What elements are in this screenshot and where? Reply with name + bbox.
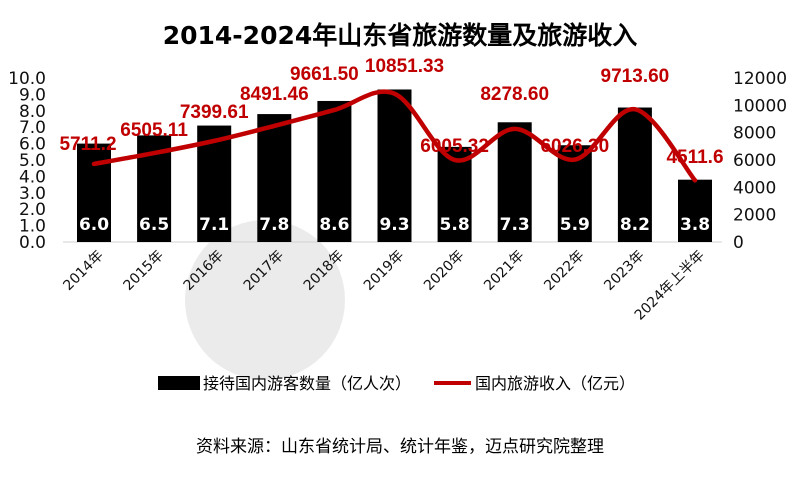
x-axis-tick: 2015年: [121, 248, 167, 294]
line-data-label: 6026.30: [540, 136, 609, 157]
source-note: 资料来源：山东省统计局、统计年鉴，迈点研究院整理: [196, 437, 604, 457]
bar: [678, 179, 712, 242]
right-axis-tick: 2000: [733, 206, 776, 226]
line-data-label: 7399.61: [180, 102, 249, 123]
line-data-label: 6005.32: [420, 136, 489, 157]
bar: [437, 146, 472, 242]
line-data-label: 5711.2: [59, 134, 116, 155]
left-axis-tick: 5.0: [19, 151, 46, 171]
legend: 接待国内游客数量（亿人次） 国内旅游收入（亿元）: [158, 374, 635, 393]
bar-label: 7.1: [199, 215, 229, 235]
x-axis-tick: 2019年: [361, 248, 407, 294]
left-axis-tick: 2.0: [19, 200, 46, 220]
line-data-label: 9713.60: [601, 66, 670, 87]
line-data-label: 9661.50: [290, 64, 359, 85]
bar-label: 6.5: [139, 215, 169, 235]
bar-label: 6.0: [79, 215, 109, 235]
line-data-label: 6505.11: [120, 120, 188, 141]
left-axis-tick: 8.0: [19, 102, 46, 122]
bar-label: 3.8: [680, 215, 710, 235]
x-axis-tick: 2020年: [421, 248, 467, 294]
x-axis-tick: 2022年: [541, 248, 587, 294]
bar-label: 7.3: [500, 215, 530, 235]
line-data-label: 4511.6: [666, 147, 723, 168]
bar: [617, 107, 652, 243]
legend-swatch-bar: [158, 376, 200, 390]
right-axis-tick: 10000: [733, 96, 787, 116]
left-axis-tick: 3.0: [19, 184, 46, 204]
revenue-line: [91, 89, 698, 183]
left-axis-tick: 0.0: [19, 233, 46, 253]
left-axis-tick: 10.0: [8, 69, 46, 89]
chart-title: 2014-2024年山东省旅游数量及旅游收入: [163, 21, 638, 50]
bar-label: 8.2: [620, 215, 650, 235]
left-axis-tick: 6.0: [19, 135, 46, 155]
bar-label: 9.3: [379, 215, 409, 235]
watermark: [185, 220, 345, 380]
x-axis-tick: 2023年: [601, 248, 647, 294]
bar-label: 5.9: [560, 215, 590, 235]
bar: [317, 100, 352, 243]
right-axis-tick: 8000: [733, 124, 776, 144]
bar-label: 8.6: [319, 215, 349, 235]
right-axis-tick: 12000: [733, 69, 787, 89]
line-data-label: 8491.46: [240, 84, 309, 105]
x-axis-tick: 2014年: [60, 248, 106, 294]
legend-label-visitors: 接待国内游客数量（亿人次）: [203, 374, 411, 393]
bar-label: 5.8: [440, 215, 470, 235]
right-axis-tick: 0: [733, 233, 744, 253]
bar-label: 7.8: [259, 215, 289, 235]
legend-label-revenue: 国内旅游收入（亿元）: [475, 374, 635, 393]
right-axis-tick: 4000: [733, 178, 776, 198]
bar: [497, 122, 532, 242]
bar: [377, 89, 412, 242]
line-data-label: 10851.33: [365, 56, 444, 77]
x-axis-tick: 2021年: [481, 248, 527, 294]
left-axis-tick: 1.0: [19, 217, 46, 237]
right-axis-tick: 6000: [733, 151, 776, 171]
left-axis-tick: 9.0: [19, 85, 46, 105]
left-axis-tick: 7.0: [19, 118, 46, 138]
left-axis-tick: 4.0: [19, 167, 46, 187]
bar: [257, 114, 292, 242]
line-data-label: 8278.60: [480, 84, 549, 105]
